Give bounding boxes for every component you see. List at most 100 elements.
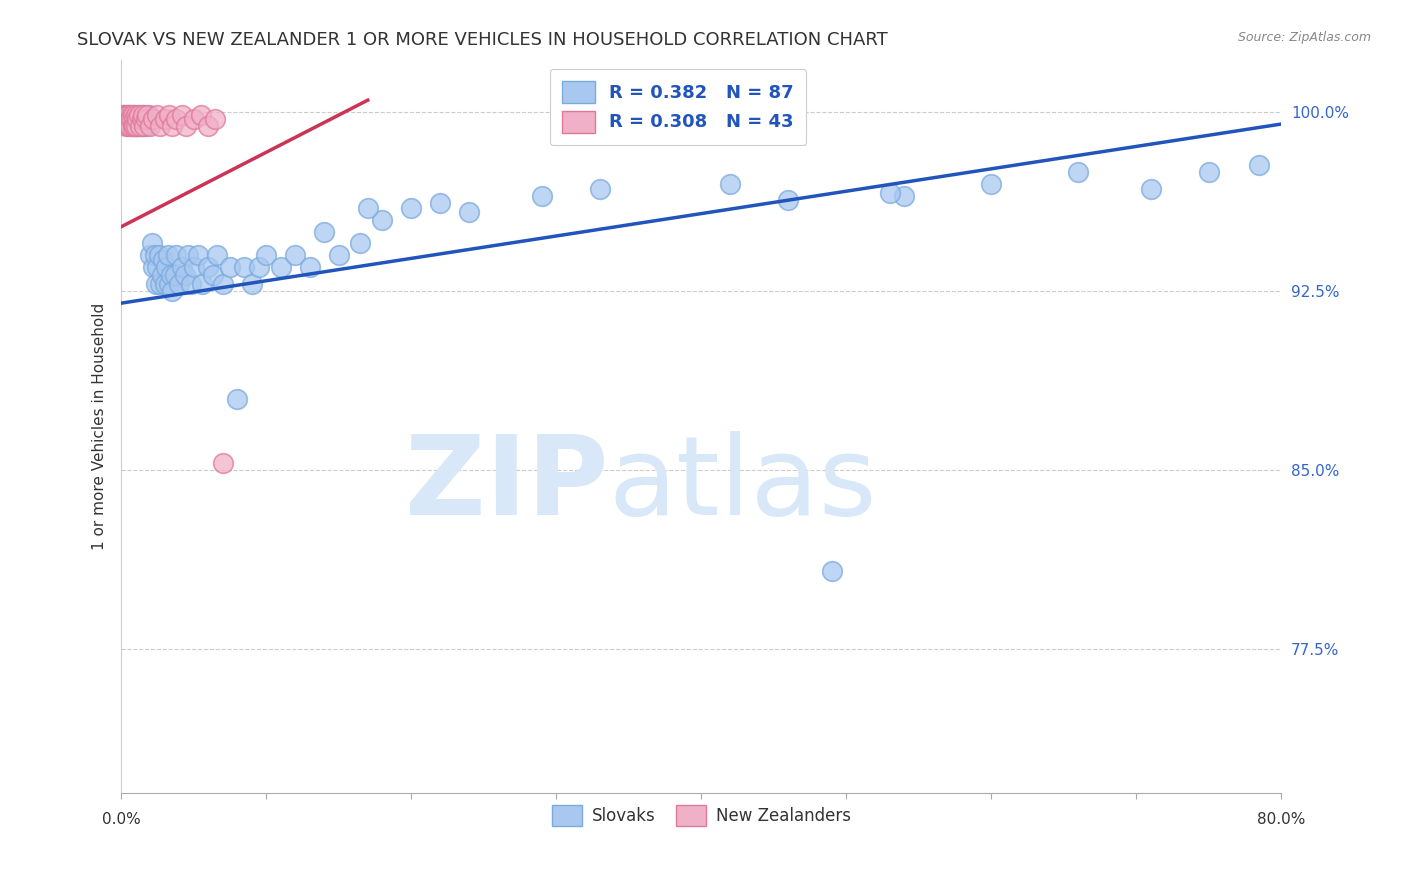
Point xyxy=(135,112,157,127)
Point xyxy=(142,260,165,275)
Point xyxy=(879,186,901,201)
Point xyxy=(115,112,138,127)
Point xyxy=(139,248,162,262)
Point xyxy=(201,268,224,282)
Point xyxy=(530,188,553,202)
Point xyxy=(112,107,135,121)
Point xyxy=(718,177,741,191)
Point xyxy=(122,120,145,134)
Point xyxy=(115,112,138,127)
Point xyxy=(111,107,134,121)
Point xyxy=(112,107,135,121)
Point xyxy=(120,112,142,127)
Point xyxy=(458,205,481,219)
Point xyxy=(138,107,160,121)
Text: atlas: atlas xyxy=(609,431,877,538)
Point xyxy=(211,277,233,291)
Point xyxy=(160,120,183,134)
Point xyxy=(118,112,141,127)
Point xyxy=(122,107,145,121)
Point xyxy=(125,112,148,127)
Point xyxy=(131,107,153,121)
Point xyxy=(114,112,136,127)
Point xyxy=(226,392,249,406)
Point xyxy=(149,277,172,291)
Point xyxy=(117,112,139,127)
Point xyxy=(314,225,336,239)
Point xyxy=(121,107,143,121)
Point xyxy=(157,107,180,121)
Point xyxy=(153,112,176,127)
Point xyxy=(131,112,153,127)
Point xyxy=(893,188,915,202)
Point xyxy=(589,181,612,195)
Point xyxy=(132,120,155,134)
Legend: Slovaks, New Zealanders: Slovaks, New Zealanders xyxy=(541,796,860,836)
Point xyxy=(197,260,219,275)
Point xyxy=(148,248,170,262)
Point xyxy=(122,112,145,127)
Point xyxy=(153,277,176,291)
Point xyxy=(120,112,142,127)
Point xyxy=(134,107,156,121)
Point xyxy=(145,277,167,291)
Point xyxy=(247,260,270,275)
Point xyxy=(159,268,181,282)
Point xyxy=(183,260,205,275)
Point xyxy=(233,260,256,275)
Point xyxy=(155,260,177,275)
Point xyxy=(177,248,200,262)
Point xyxy=(122,112,145,127)
Point xyxy=(820,564,842,578)
Point xyxy=(191,277,214,291)
Point xyxy=(1249,158,1271,172)
Point xyxy=(176,120,198,134)
Point xyxy=(118,120,141,134)
Point xyxy=(298,260,321,275)
Point xyxy=(150,268,173,282)
Point xyxy=(284,248,307,262)
Point xyxy=(219,260,242,275)
Y-axis label: 1 or more Vehicles in Household: 1 or more Vehicles in Household xyxy=(93,302,107,549)
Point xyxy=(118,110,141,124)
Point xyxy=(128,107,150,121)
Point xyxy=(167,277,190,291)
Point xyxy=(429,195,451,210)
Point xyxy=(127,112,149,127)
Point xyxy=(117,107,139,121)
Point xyxy=(980,177,1002,191)
Point xyxy=(117,120,139,134)
Point xyxy=(142,112,165,127)
Point xyxy=(156,248,179,262)
Point xyxy=(111,112,134,127)
Point xyxy=(121,120,143,134)
Point xyxy=(778,194,800,208)
Point xyxy=(172,107,194,121)
Point xyxy=(197,120,219,134)
Point xyxy=(174,268,197,282)
Point xyxy=(114,110,136,124)
Point xyxy=(349,236,371,251)
Point xyxy=(134,120,156,134)
Point xyxy=(141,236,163,251)
Point xyxy=(139,120,162,134)
Point xyxy=(132,107,155,121)
Point xyxy=(146,260,169,275)
Point xyxy=(270,260,292,275)
Point xyxy=(180,277,202,291)
Point xyxy=(117,107,139,121)
Point xyxy=(371,212,394,227)
Point xyxy=(190,107,212,121)
Point xyxy=(136,107,159,121)
Point xyxy=(183,112,205,127)
Point xyxy=(125,120,148,134)
Point xyxy=(128,120,150,134)
Point xyxy=(125,107,148,121)
Point xyxy=(160,284,183,298)
Point xyxy=(136,112,159,127)
Point xyxy=(254,248,277,262)
Text: ZIP: ZIP xyxy=(405,431,609,538)
Point xyxy=(152,253,174,268)
Point xyxy=(114,120,136,134)
Point xyxy=(1067,165,1090,179)
